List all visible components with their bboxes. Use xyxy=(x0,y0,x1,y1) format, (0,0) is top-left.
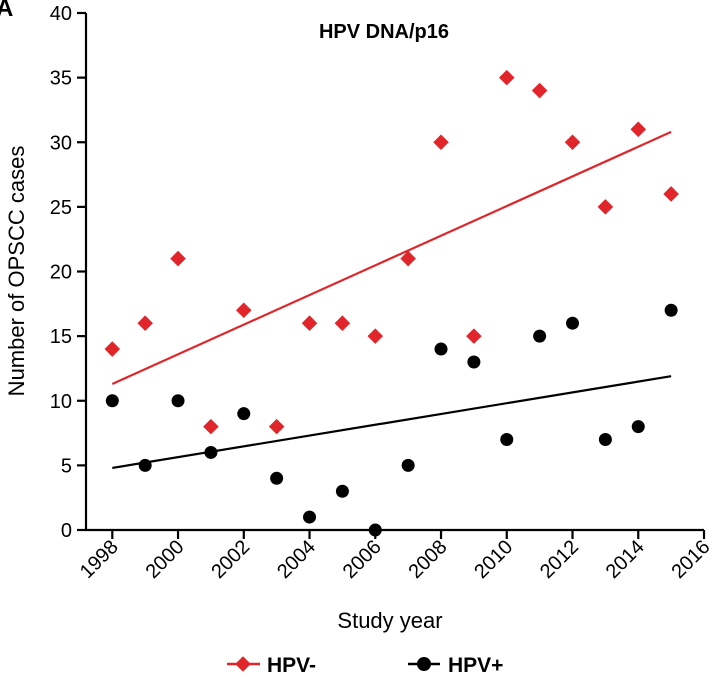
legend-marker-hpv-neg xyxy=(235,656,251,672)
chart-title: HPV DNA/p16 xyxy=(319,21,449,43)
x-tick-label: 1998 xyxy=(76,536,123,583)
point-hpv-neg xyxy=(663,186,679,202)
trend-line-hpv-neg xyxy=(111,130,672,385)
point-hpv-pos xyxy=(171,394,185,408)
y-tick-label: 15 xyxy=(50,326,72,348)
point-hpv-pos xyxy=(138,458,152,472)
point-hpv-neg xyxy=(137,315,153,331)
point-hpv-pos xyxy=(533,329,547,343)
x-tick-label: 2008 xyxy=(405,536,452,583)
trend-line-hpv-pos xyxy=(112,375,672,470)
point-hpv-neg xyxy=(203,418,219,435)
y-tick-label: 40 xyxy=(50,3,72,25)
point-hpv-pos xyxy=(237,407,251,421)
x-tick-label: 2012 xyxy=(536,536,583,583)
legend: HPV- HPV+ xyxy=(227,654,503,677)
x-tick-label: 2002 xyxy=(207,536,254,583)
legend-label-hpv-neg: HPV- xyxy=(267,654,316,677)
x-tick-label: 2006 xyxy=(339,536,386,583)
x-tick-label: 2014 xyxy=(602,536,649,583)
point-hpv-neg xyxy=(268,418,285,435)
point-hpv-pos xyxy=(401,458,415,472)
point-hpv-pos xyxy=(467,355,481,369)
plot-area: 0 5 10 15 20 25 30 35 40 1998 2000 2002 2004 2006 2008… xyxy=(50,3,715,583)
point-hpv-neg xyxy=(301,315,318,331)
point-hpv-pos xyxy=(303,510,317,524)
x-tick-label: 2000 xyxy=(142,536,189,583)
point-hpv-neg xyxy=(433,134,449,151)
panel-label: A xyxy=(0,0,13,22)
point-hpv-neg xyxy=(236,302,252,319)
point-hpv-pos xyxy=(500,433,514,447)
point-hpv-pos xyxy=(105,394,119,408)
y-tick-label: 10 xyxy=(50,391,72,413)
x-tick-label: 2016 xyxy=(668,536,715,583)
point-hpv-neg xyxy=(170,250,186,267)
point-hpv-pos xyxy=(434,342,448,356)
point-hpv-neg xyxy=(334,315,351,331)
legend-item-hpv-neg: HPV- xyxy=(227,654,316,677)
axes: 0 5 10 15 20 25 30 35 40 1998 2000 2002 2004 2006 2008… xyxy=(50,3,715,583)
x-tick-label: 2004 xyxy=(273,536,320,583)
point-hpv-neg xyxy=(498,69,515,86)
y-tick-label: 35 xyxy=(50,68,72,90)
legend-marker-hpv-pos xyxy=(417,657,431,671)
point-hpv-pos xyxy=(631,420,645,434)
point-hpv-pos xyxy=(335,484,349,498)
point-hpv-pos xyxy=(664,303,678,317)
legend-item-hpv-pos: HPV+ xyxy=(408,654,503,677)
y-tick-label: 0 xyxy=(61,520,72,542)
point-hpv-pos xyxy=(598,433,612,447)
y-tick-label: 20 xyxy=(50,262,72,284)
point-hpv-pos xyxy=(566,316,580,330)
x-tick-label: 2010 xyxy=(470,536,517,583)
y-axis-label: Number of OPSCC cases xyxy=(4,146,29,397)
x-axis-label: Study year xyxy=(337,608,442,633)
point-hpv-neg xyxy=(630,121,647,138)
y-tick-label: 5 xyxy=(61,455,72,477)
data-points xyxy=(104,69,679,537)
point-hpv-neg xyxy=(400,250,416,267)
point-hpv-neg xyxy=(104,341,121,357)
point-hpv-pos xyxy=(270,471,284,485)
legend-label-hpv-pos: HPV+ xyxy=(448,654,503,677)
point-hpv-neg xyxy=(597,199,614,215)
y-tick-label: 25 xyxy=(50,197,72,219)
point-hpv-neg xyxy=(367,328,384,344)
y-tick-label: 30 xyxy=(50,132,72,154)
trend-lines xyxy=(111,130,672,470)
point-hpv-pos xyxy=(204,445,218,459)
point-hpv-pos xyxy=(368,523,382,537)
point-hpv-neg xyxy=(564,134,581,151)
point-hpv-neg xyxy=(466,328,482,344)
point-hpv-neg xyxy=(531,82,548,99)
